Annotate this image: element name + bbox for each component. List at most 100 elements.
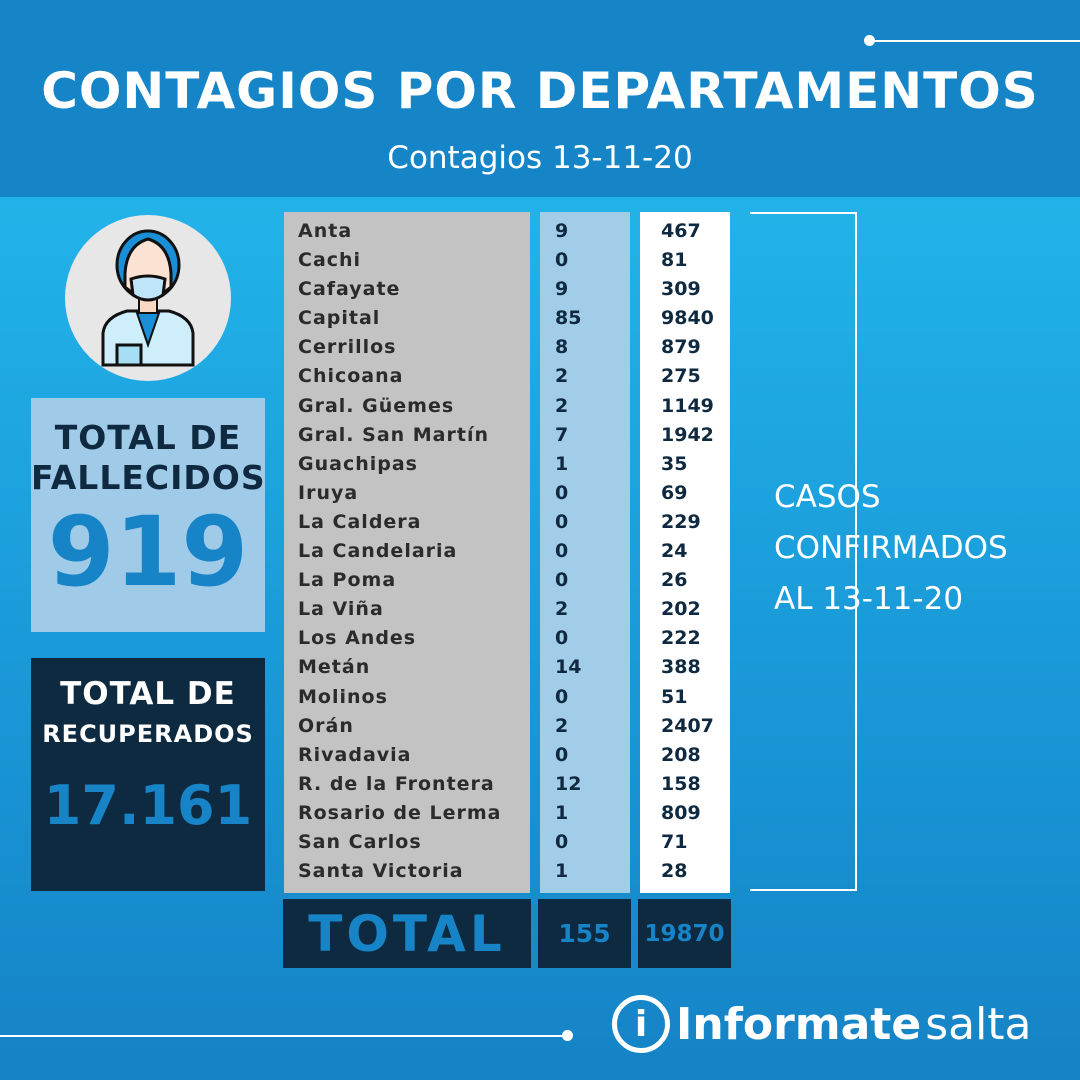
header-band: CONTAGIOS POR DEPARTAMENTOS Contagios 13… [0, 0, 1080, 197]
department-name-cell: Guachipas [298, 452, 418, 475]
confirmed-cases-cell: 879 [661, 336, 701, 359]
new-cases-cell: 0 [555, 249, 569, 272]
confirmed-cases-cell: 28 [661, 860, 688, 883]
total-cases-column: 467 81 309 9840 879 275 1149 1942 35 69 229 24 26 202… [640, 212, 730, 893]
recuperados-label: RECUPERADOS [42, 720, 254, 748]
casos-line: AL 13-11-20 [774, 581, 964, 617]
recuperados-panel: TOTAL DE RECUPERADOS 17.161 [31, 658, 265, 891]
department-name-cell: Santa Victoria [298, 860, 464, 883]
confirmed-cases-cell: 69 [661, 481, 688, 504]
department-name-cell: Cerrillos [298, 336, 397, 359]
total-label: TOTAL [283, 899, 531, 968]
department-name-cell: Metán [298, 656, 371, 679]
department-name-cell: Gral. Güemes [298, 394, 455, 417]
fallecidos-label: FALLECIDOS [31, 458, 266, 497]
confirmed-cases-cell: 309 [661, 278, 701, 301]
recuperados-label: TOTAL DE [60, 676, 236, 712]
confirmed-cases-cell: 35 [661, 452, 688, 475]
new-cases-column: 9 0 9 85 8 2 2 7 1 0 0 0 0 2 0 14 0 2 0 12 1 0 1 [540, 212, 630, 893]
new-cases-cell: 0 [555, 743, 569, 766]
confirmed-cases-cell: 1942 [661, 423, 714, 446]
new-cases-cell: 0 [555, 510, 569, 533]
new-cases-cell: 0 [555, 540, 569, 563]
department-name-cell: R. de la Frontera [298, 772, 495, 795]
department-name-cell: Rivadavia [298, 743, 412, 766]
confirmed-cases-cell: 158 [661, 772, 701, 795]
confirmed-cases-cell: 467 [661, 220, 701, 242]
recuperados-value: 17.161 [43, 774, 253, 837]
confirmed-cases-cell: 71 [661, 830, 688, 853]
new-cases-cell: 0 [555, 830, 569, 853]
confirmed-cases-cell: 24 [661, 540, 688, 563]
department-name-cell: Anta [298, 220, 353, 242]
decorative-dot [562, 1030, 573, 1041]
confirmed-cases-cell: 222 [661, 627, 701, 650]
casos-confirmados-label: CASOS CONFIRMADOS AL 13-11-20 [774, 472, 1008, 625]
bracket-line [750, 212, 857, 891]
department-name-cell: La Caldera [298, 510, 422, 533]
department-name-column: Anta Cachi Cafayate Capital Cerrillos Chicoan… [284, 212, 530, 893]
department-name-cell: San Carlos [298, 830, 422, 853]
confirmed-cases-cell: 202 [661, 598, 701, 621]
department-name-cell: Capital [298, 307, 381, 330]
department-name-cell: Iruya [298, 481, 359, 504]
fallecidos-panel: TOTAL DE FALLECIDOS 919 [31, 398, 265, 632]
new-cases-cell: 0 [555, 685, 569, 708]
department-name-cell: Molinos [298, 685, 388, 708]
new-cases-cell: 8 [555, 336, 569, 359]
new-cases-cell: 0 [555, 569, 569, 592]
confirmed-cases-cell: 26 [661, 569, 688, 592]
fallecidos-label: TOTAL DE [54, 418, 242, 457]
total-confirmed-cases: 19870 [638, 899, 731, 968]
confirmed-cases-cell: 275 [661, 365, 701, 388]
confirmed-cases-cell: 1149 [661, 394, 714, 417]
confirmed-cases-cell: 388 [661, 656, 701, 679]
new-cases-cell: 2 [555, 714, 569, 737]
confirmed-cases-cell: 9840 [661, 307, 714, 330]
confirmed-cases-cell: 809 [661, 801, 701, 824]
new-cases-cell: 1 [555, 452, 569, 475]
department-name-cell: Cafayate [298, 278, 401, 301]
informate-salta-logo: i Informate salta [612, 995, 1032, 1053]
logo-text: salta [925, 998, 1032, 1050]
page-title: CONTAGIOS POR DEPARTAMENTOS [41, 62, 1039, 120]
page-subtitle: Contagios 13-11-20 [387, 140, 693, 176]
department-name-cell: La Poma [298, 569, 397, 592]
new-cases-cell: 1 [555, 860, 569, 883]
logo-text: Informate [676, 998, 922, 1050]
total-new-cases: 155 [538, 899, 631, 968]
department-name-cell: Chicoana [298, 365, 404, 388]
info-icon: i [612, 995, 670, 1053]
new-cases-cell: 9 [555, 278, 569, 301]
casos-line: CASOS [774, 479, 881, 515]
decorative-line [870, 40, 1080, 42]
confirmed-cases-cell: 81 [661, 249, 688, 272]
fallecidos-value: 919 [47, 496, 249, 608]
department-name-cell: Gral. San Martín [298, 423, 489, 446]
new-cases-cell: 12 [555, 772, 582, 795]
department-name-cell: Orán [298, 714, 354, 737]
doctor-avatar-icon [65, 215, 231, 381]
new-cases-cell: 2 [555, 365, 569, 388]
new-cases-cell: 0 [555, 627, 569, 650]
department-name-cell: Los Andes [298, 627, 417, 650]
department-name-cell: La Viña [298, 598, 384, 621]
new-cases-cell: 85 [555, 307, 582, 330]
new-cases-cell: 2 [555, 394, 569, 417]
department-name-cell: Cachi [298, 249, 362, 272]
decorative-line [0, 1035, 568, 1037]
casos-line: CONFIRMADOS [774, 530, 1008, 566]
new-cases-cell: 2 [555, 598, 569, 621]
department-name-cell: La Candelaria [298, 540, 458, 563]
new-cases-cell: 9 [555, 220, 569, 242]
department-name-cell: Rosario de Lerma [298, 801, 502, 824]
new-cases-cell: 1 [555, 801, 569, 824]
confirmed-cases-cell: 229 [661, 510, 701, 533]
decorative-dot [864, 35, 875, 46]
confirmed-cases-cell: 208 [661, 743, 701, 766]
new-cases-cell: 14 [555, 656, 582, 679]
confirmed-cases-cell: 51 [661, 685, 688, 708]
new-cases-cell: 7 [555, 423, 569, 446]
confirmed-cases-cell: 2407 [661, 714, 714, 737]
new-cases-cell: 0 [555, 481, 569, 504]
